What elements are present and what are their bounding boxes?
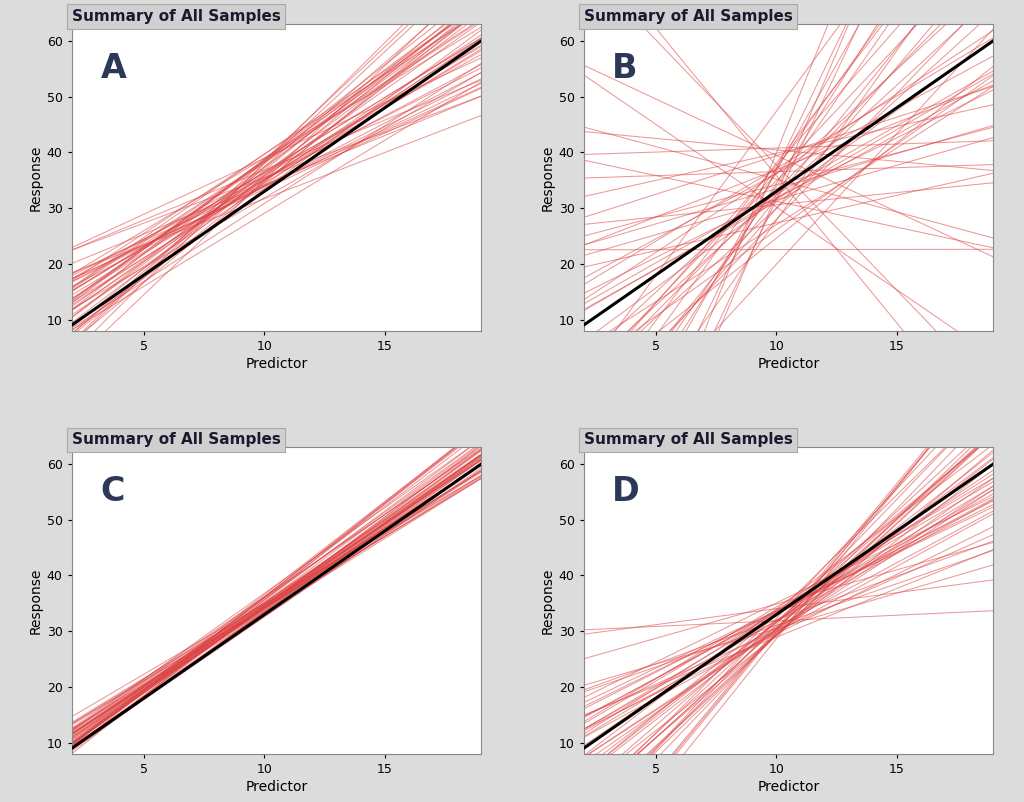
Text: Summary of All Samples: Summary of All Samples [72,9,281,24]
X-axis label: Predictor: Predictor [758,357,819,371]
Text: Summary of All Samples: Summary of All Samples [584,432,793,448]
Text: A: A [100,51,126,85]
X-axis label: Predictor: Predictor [246,357,307,371]
Y-axis label: Response: Response [541,144,554,211]
Text: D: D [612,475,640,508]
Y-axis label: Response: Response [541,567,554,634]
Text: B: B [612,51,638,85]
X-axis label: Predictor: Predictor [758,780,819,794]
Text: Summary of All Samples: Summary of All Samples [72,432,281,448]
Text: C: C [100,475,125,508]
Text: Summary of All Samples: Summary of All Samples [584,9,793,24]
Y-axis label: Response: Response [29,567,42,634]
X-axis label: Predictor: Predictor [246,780,307,794]
Y-axis label: Response: Response [29,144,42,211]
